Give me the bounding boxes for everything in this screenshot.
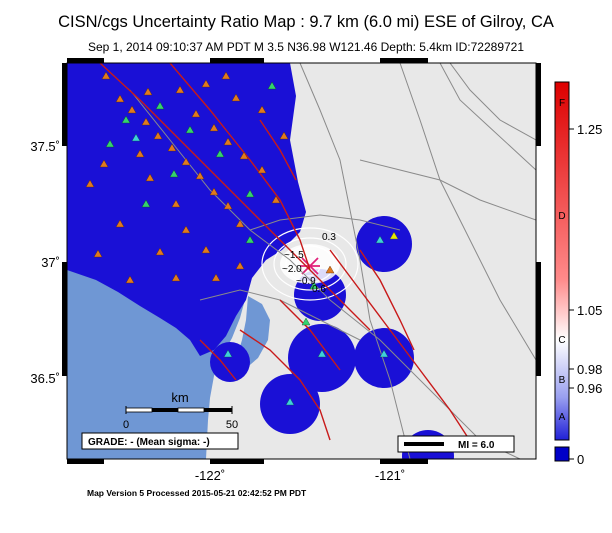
stations: [85, 71, 399, 406]
colorbar-grade: F: [559, 98, 565, 109]
map-version-footer: Map Version 5 Processed 2015-05-21 02:42…: [87, 488, 307, 498]
scale-bar-tick: 50: [226, 419, 238, 431]
contour-label: 0.3: [322, 232, 336, 243]
event-summary: Sep 1, 2014 09:10:37 AM PDT M 3.5 N36.98…: [87, 40, 525, 54]
colorbar-value: 1.05: [577, 303, 602, 318]
scale-bar-unit: km: [171, 390, 188, 405]
colorbar-value: 0.96: [577, 381, 602, 396]
colorbar-grade: D: [558, 211, 565, 222]
contour-label: ~1.5: [284, 250, 304, 261]
contour-labels: 0.3 ~1.5 ~2.0 0.6 ~0.9: [282, 232, 336, 295]
contour-label: 0.6: [312, 284, 326, 295]
mi-legend-label: MI = 6.0: [458, 440, 495, 451]
lat-tick-label: 37.5˚: [30, 139, 60, 154]
grade-box: GRADE: - (Mean sigma: -): [81, 432, 239, 450]
colorbar-grade: C: [558, 335, 565, 346]
colorbar-grade: B: [559, 375, 566, 386]
colorbar: F D C B A 1.25 1.05 0.98 0.96 0: [554, 81, 602, 467]
lat-tick-label: 37˚: [41, 255, 60, 270]
grade-text: GRADE: - (Mean sigma: -): [88, 437, 210, 448]
contour-label: ~2.0: [282, 264, 302, 275]
colorbar-value: 1.25: [577, 122, 602, 137]
scale-bar-tick: 0: [123, 419, 129, 431]
epicenter-marker: [300, 257, 320, 275]
lon-axis: -122˚ -121˚: [195, 468, 405, 483]
lon-tick-label: -122˚: [195, 468, 225, 483]
map-title: CISN/cgs Uncertainty Ratio Map : 9.7 km …: [58, 13, 554, 31]
fault-lines: [99, 63, 477, 451]
scale-bar: km 0 50: [123, 390, 238, 431]
colorbar-value: 0.98: [577, 362, 602, 377]
map-frame: [62, 58, 541, 464]
mi-legend: MI = 6.0: [397, 435, 515, 453]
epicenter-area: [280, 244, 340, 284]
lon-tick-label: -121˚: [375, 468, 405, 483]
colorbar-grade: A: [559, 412, 566, 423]
contour-label: ~0.9: [296, 276, 316, 287]
lat-tick-label: 36.5˚: [30, 371, 60, 386]
colorbar-value: 0: [577, 452, 584, 467]
lat-axis: 37.5˚ 37˚ 36.5˚: [30, 139, 60, 386]
